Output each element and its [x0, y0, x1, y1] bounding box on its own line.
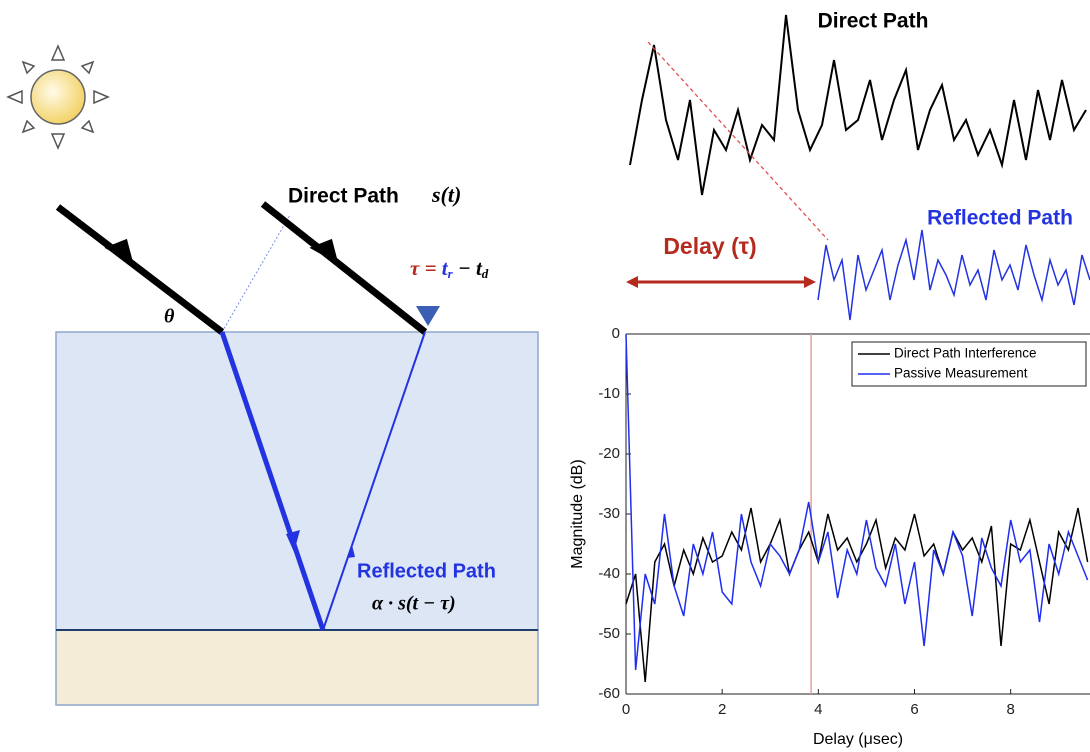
y-tick-label: -60 [598, 685, 620, 702]
label: θ [164, 306, 175, 328]
ground [56, 630, 538, 705]
water [56, 332, 538, 630]
y-tick-label: -20 [598, 445, 620, 462]
direct-waveform [630, 15, 1086, 195]
sun [8, 46, 108, 148]
y-tick-label: -10 [598, 385, 620, 402]
direct-ray [263, 204, 425, 332]
x-tick-label: 6 [910, 701, 918, 718]
reflected-waveform [818, 230, 1090, 320]
legend-label: Direct Path Interference [894, 346, 1037, 361]
receiver [416, 306, 440, 326]
formula-part: r [448, 266, 454, 281]
x-tick-label: 8 [1006, 701, 1014, 718]
label: Delay (τ) [663, 233, 756, 259]
formula-part: d [482, 266, 489, 281]
label: Direct Path [288, 185, 399, 208]
legend-label: Passive Measurement [894, 366, 1028, 381]
label: Reflected Path [927, 207, 1073, 230]
label: Reflected Path [357, 560, 496, 582]
delay-guide [648, 42, 828, 240]
x-tick-label: 2 [718, 701, 726, 718]
ray-arrow [103, 236, 137, 264]
y-tick-label: -30 [598, 505, 620, 522]
label: s(t) [431, 182, 461, 207]
chart: Magnitude (dB) Delay (μsec) 0 -10 -20 -30 -4… [569, 325, 1090, 748]
y-tick-label: -40 [598, 565, 620, 582]
formula: τ = tr − td [410, 256, 489, 285]
x-tick-label: 0 [622, 701, 630, 718]
figure: Direct Path s(t) θ τ = tr − td Reflected… [0, 0, 1090, 752]
x-axis-label: Delay (μsec) [813, 731, 903, 748]
direct-ray [58, 207, 222, 332]
x-tick-label: 4 [814, 701, 822, 718]
formula-part: τ = [410, 256, 437, 280]
y-axis-label: Magnitude (dB) [569, 459, 586, 568]
series-line [626, 508, 1088, 682]
label: Direct Path [818, 10, 929, 33]
wavefront [222, 215, 290, 332]
formula-part: − [458, 256, 471, 280]
y-tick-label: -50 [598, 625, 620, 642]
label: α · s(t − τ) [372, 593, 456, 615]
y-tick-label: 0 [612, 325, 620, 342]
